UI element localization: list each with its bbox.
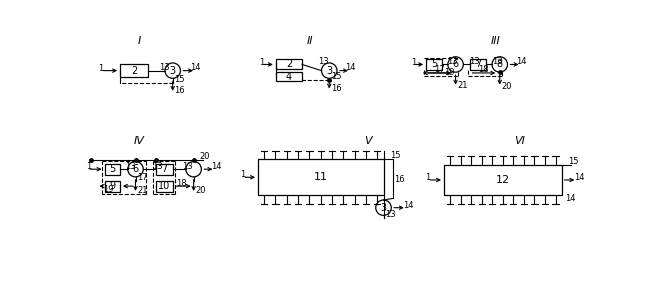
Text: 6: 6 (452, 59, 459, 69)
Text: 12: 12 (496, 175, 510, 185)
Bar (105, 164, 120, 174)
Text: 3: 3 (170, 66, 176, 76)
Text: 13: 13 (152, 162, 162, 170)
Text: 16: 16 (395, 175, 405, 184)
Text: 13: 13 (447, 57, 458, 66)
Text: 15: 15 (390, 151, 400, 160)
Text: 1: 1 (98, 64, 103, 73)
Text: 13: 13 (318, 57, 328, 66)
Text: 10: 10 (158, 181, 170, 191)
Bar (471, 59, 486, 70)
Bar (444, 164, 562, 195)
Bar (155, 164, 173, 174)
Text: 16: 16 (331, 84, 341, 93)
Bar (258, 159, 384, 195)
Bar (276, 72, 302, 82)
Text: 14: 14 (211, 162, 222, 170)
Text: 1: 1 (425, 173, 430, 182)
Bar (120, 65, 148, 77)
Text: 13: 13 (182, 162, 192, 170)
Text: 19: 19 (103, 185, 114, 194)
Text: VI: VI (514, 137, 525, 146)
Text: 20: 20 (501, 82, 512, 90)
Text: 2: 2 (131, 66, 137, 76)
Text: 1: 1 (259, 58, 264, 67)
Text: 17: 17 (434, 65, 445, 74)
Bar (155, 181, 173, 191)
Text: 13: 13 (469, 57, 480, 66)
Text: 3: 3 (326, 66, 332, 76)
Text: 2: 2 (286, 59, 292, 69)
Text: 13: 13 (159, 63, 170, 72)
Circle shape (165, 63, 181, 78)
Text: 1: 1 (411, 58, 416, 67)
Text: 5: 5 (109, 164, 116, 174)
Text: 14: 14 (346, 63, 356, 72)
Text: 16: 16 (174, 86, 185, 95)
Text: I: I (138, 36, 141, 46)
Text: 19: 19 (444, 68, 454, 77)
Text: IV: IV (134, 137, 145, 146)
Text: 20: 20 (199, 152, 209, 161)
Text: 14: 14 (565, 194, 575, 203)
Bar (105, 181, 120, 191)
Text: 13: 13 (385, 210, 396, 219)
Bar (426, 59, 441, 70)
Text: 4: 4 (286, 72, 292, 82)
Text: 14: 14 (190, 63, 200, 72)
Circle shape (186, 162, 202, 177)
Text: III: III (491, 36, 500, 46)
Text: 15: 15 (568, 157, 578, 166)
Text: 15: 15 (331, 72, 341, 81)
Text: 1: 1 (86, 162, 91, 171)
Text: 7: 7 (475, 59, 481, 69)
Text: 13: 13 (125, 162, 136, 170)
Text: V: V (364, 137, 372, 146)
Text: 6: 6 (133, 164, 138, 174)
Text: 1: 1 (240, 170, 246, 179)
Circle shape (376, 200, 391, 215)
Text: 18: 18 (176, 179, 187, 188)
Text: 14: 14 (403, 201, 413, 210)
Circle shape (448, 57, 463, 72)
Text: 18: 18 (478, 65, 489, 74)
Circle shape (322, 63, 337, 78)
Text: 7: 7 (161, 164, 167, 174)
Circle shape (492, 57, 508, 72)
Bar (276, 59, 302, 69)
Text: 14: 14 (574, 173, 584, 182)
Text: 21: 21 (457, 81, 467, 90)
Text: 9: 9 (109, 181, 115, 191)
Text: 8: 8 (497, 59, 503, 69)
Text: 11: 11 (314, 172, 328, 182)
Text: 20: 20 (195, 186, 205, 195)
Text: 14: 14 (516, 57, 526, 66)
Text: II: II (307, 36, 313, 46)
Text: 15: 15 (174, 75, 185, 84)
Text: 21: 21 (137, 186, 148, 195)
Text: 5: 5 (431, 59, 437, 69)
Text: 3: 3 (380, 203, 387, 213)
Text: 13: 13 (492, 57, 502, 66)
Circle shape (128, 162, 143, 177)
Text: 17: 17 (137, 173, 148, 182)
